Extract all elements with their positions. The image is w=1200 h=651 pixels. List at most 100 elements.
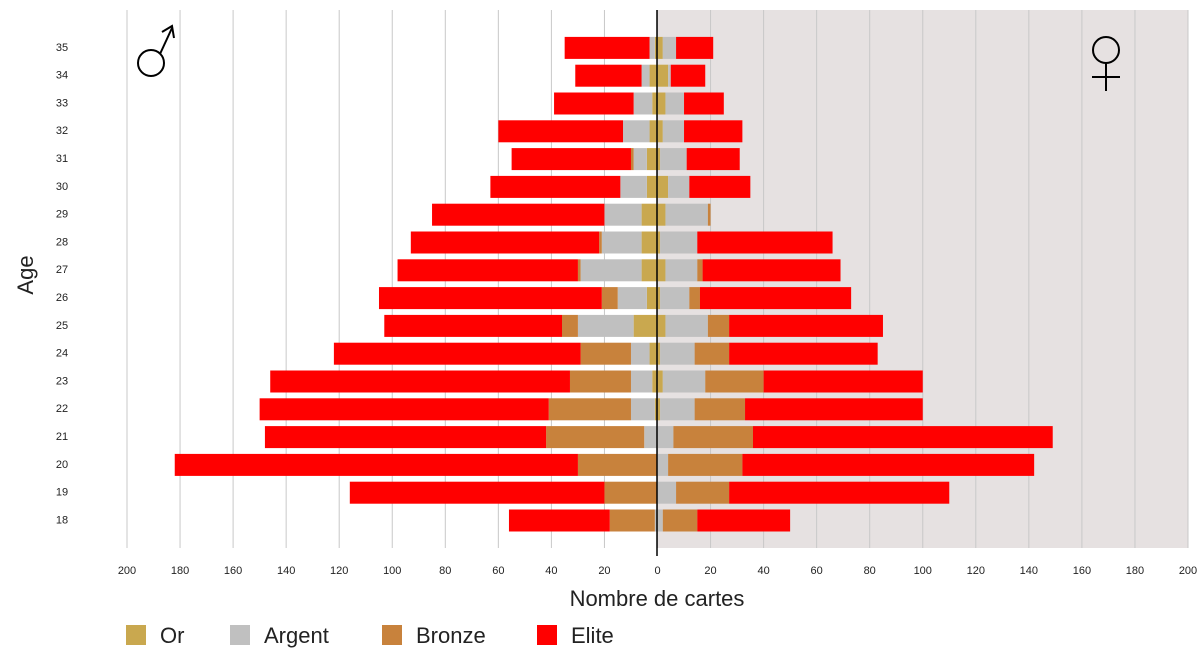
female-bar	[657, 175, 669, 198]
female-bar	[660, 231, 698, 254]
male-bar	[264, 426, 547, 449]
female-bar	[689, 175, 751, 198]
male-bar	[623, 120, 650, 143]
x-tick-label: 160	[224, 565, 242, 577]
female-bar	[660, 398, 695, 421]
male-bar	[630, 370, 653, 393]
male-bar	[378, 287, 602, 310]
female-bar	[662, 36, 677, 59]
female-bar	[657, 398, 661, 421]
y-tick-label: 20	[56, 459, 68, 471]
legend-swatch	[537, 625, 557, 645]
male-bar	[174, 453, 578, 476]
y-tick-label: 24	[56, 348, 68, 360]
male-bar	[652, 370, 658, 393]
y-tick-label: 18	[56, 514, 68, 526]
male-bar	[259, 398, 549, 421]
y-tick-label: 23	[56, 375, 68, 387]
female-bar	[657, 92, 666, 115]
y-tick-label: 33	[56, 97, 68, 109]
male-bar	[654, 398, 658, 421]
x-tick-label: 120	[967, 565, 985, 577]
male-bar	[569, 370, 631, 393]
x-tick-label: 80	[864, 565, 876, 577]
x-tick-label: 160	[1073, 565, 1091, 577]
female-bar	[676, 481, 730, 504]
female-bar	[729, 314, 883, 337]
female-bar	[662, 120, 685, 143]
female-bar	[665, 92, 685, 115]
male-bar	[397, 259, 578, 282]
female-bar	[657, 120, 663, 143]
female-bar	[670, 64, 706, 87]
legend: Or Argent Bronze Elite	[126, 623, 614, 648]
female-bar	[662, 509, 698, 532]
male-bar	[554, 92, 634, 115]
male-bar	[646, 148, 658, 171]
x-tick-label: 140	[277, 565, 295, 577]
female-bar	[684, 120, 743, 143]
male-bar	[617, 287, 647, 310]
male-bar	[646, 287, 658, 310]
male-bar	[630, 148, 634, 171]
female-bar	[657, 453, 669, 476]
female-bar	[668, 175, 690, 198]
female-bar	[676, 36, 714, 59]
female-bar	[763, 370, 923, 393]
female-bar	[729, 342, 878, 365]
x-tick-label: 200	[118, 565, 136, 577]
male-bar	[498, 120, 624, 143]
y-tick-label: 22	[56, 403, 68, 415]
male-bar	[511, 148, 631, 171]
female-bar	[660, 342, 695, 365]
female-bar	[657, 426, 674, 449]
x-tick-label: 200	[1179, 565, 1197, 577]
male-bar	[580, 342, 631, 365]
female-bar	[705, 370, 764, 393]
female-bar	[665, 314, 708, 337]
female-bar	[668, 64, 671, 87]
male-bar	[270, 370, 570, 393]
male-bar	[641, 259, 658, 282]
female-bar	[694, 342, 730, 365]
male-bar	[548, 398, 631, 421]
female-bar	[752, 426, 1053, 449]
legend-label: Elite	[571, 623, 614, 648]
male-bar	[604, 481, 658, 504]
male-bar	[575, 64, 642, 87]
x-tick-label: 140	[1020, 565, 1038, 577]
bars: 35 34 33 32 31 30 29 28 27 26 25 24 23 22 21 20 19 18	[56, 36, 1053, 532]
y-tick-label: 31	[56, 153, 68, 165]
x-tick-label: 60	[811, 565, 823, 577]
male-bar	[601, 231, 642, 254]
x-tick-label: 180	[1126, 565, 1144, 577]
female-bar	[662, 370, 706, 393]
male-bar	[349, 481, 605, 504]
male-bar	[508, 509, 610, 532]
female-symbol	[1092, 36, 1120, 91]
male-bar	[577, 453, 658, 476]
male-bar	[633, 314, 658, 337]
legend-swatch	[230, 625, 250, 645]
female-bar	[702, 259, 841, 282]
male-bar	[384, 314, 563, 337]
y-tick-label: 25	[56, 320, 68, 332]
y-tick-label: 32	[56, 125, 68, 137]
female-bar	[697, 231, 833, 254]
female-bar	[660, 148, 687, 171]
male-bar	[609, 509, 655, 532]
male-bar	[580, 259, 642, 282]
x-tick-label: 180	[171, 565, 189, 577]
female-bar	[668, 453, 743, 476]
male-bar	[410, 231, 600, 254]
female-bar	[657, 64, 669, 87]
male-bar	[601, 287, 618, 310]
y-tick-label: 21	[56, 431, 68, 443]
legend-swatch	[382, 625, 402, 645]
legend-label: Argent	[264, 623, 329, 648]
male-bar	[564, 36, 650, 59]
x-tick-label: 20	[598, 565, 610, 577]
y-tick-label: 19	[56, 487, 68, 499]
female-bar	[697, 259, 703, 282]
